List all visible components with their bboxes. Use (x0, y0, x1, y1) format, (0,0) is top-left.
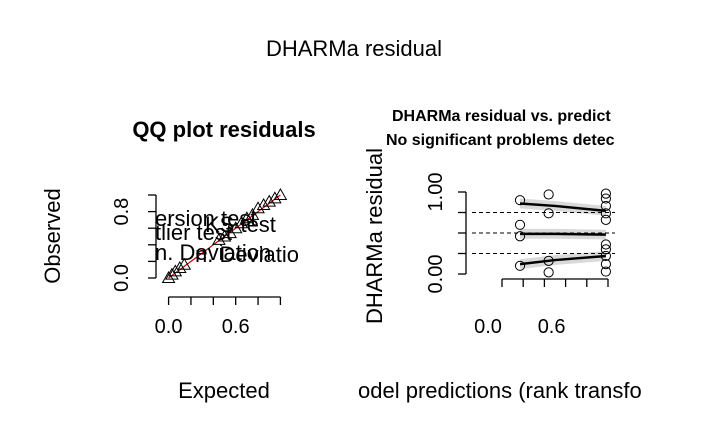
residual-x-tick-label-1: 0.6 (538, 316, 566, 338)
residual-point-8 (600, 266, 611, 277)
residual-point-16 (600, 193, 611, 204)
qq-x-tick-label-0: 0.0 (155, 316, 183, 338)
qq-point-3 (172, 261, 187, 274)
residual-point-7 (543, 189, 554, 200)
residual-x-axis: 0.0 0.6 (474, 278, 609, 338)
qq-point-15 (267, 191, 282, 204)
residual-y-tick-label-0: 0.00 (425, 255, 447, 294)
qq-ylabel: Observed (40, 188, 65, 283)
qq-point-13 (256, 197, 271, 210)
qq-point-10 (240, 211, 254, 224)
residual-y-tick-label-1: 1.00 (425, 173, 447, 212)
residual-title: DHARMa residual vs. predict (392, 108, 611, 125)
qq-point-6 (217, 229, 232, 242)
qq-overlay-deviation-2: n. Deviatio (195, 242, 299, 267)
qq-point-14 (262, 194, 277, 207)
qq-point-5 (212, 232, 226, 245)
residual-point-1 (514, 231, 526, 242)
qq-x-tick-label-1: 0.6 (222, 316, 250, 338)
qq-overlay-ks: KS test (205, 212, 276, 237)
residual-point-12 (600, 239, 611, 250)
qq-point-4 (177, 257, 192, 270)
qq-point-1 (165, 267, 179, 280)
figure-title: DHARMa residual (266, 36, 442, 61)
residual-x-tick-label-0: 0.0 (474, 316, 502, 338)
residual-quantile-curve-2 (519, 254, 606, 266)
qq-panel: QQ plot residuals Expected Observed 0.00… (40, 117, 316, 403)
residual-quantile-curve-1 (520, 232, 606, 236)
residual-ylabel: DHARMa residual (362, 148, 387, 324)
residual-xlabel: odel predictions (rank transfo (358, 378, 642, 403)
residual-point-10 (600, 250, 611, 262)
qq-y-tick-label-0: 0.0 (111, 264, 133, 292)
residual-point-11 (600, 244, 611, 255)
qq-point-2 (168, 264, 183, 277)
residual-point-9 (600, 259, 611, 270)
qq-point-12 (251, 201, 265, 214)
qq-overlay-deviation-1: n. Deviation (155, 240, 271, 265)
residual-points (514, 188, 611, 278)
residual-panel: DHARMa residual vs. predict No significa… (358, 108, 642, 403)
qq-overlay-text: ersion test KS test tlier test n. Deviat… (155, 206, 299, 267)
residual-y-axis: 0.00 1.00 (425, 173, 467, 294)
qq-point-16 (273, 187, 288, 200)
qq-x-axis: 0.0 0.6 (155, 296, 282, 338)
residual-quantile-curves (519, 202, 607, 266)
residual-point-5 (543, 267, 554, 278)
residual-point-0 (514, 260, 526, 271)
residual-point-15 (600, 200, 611, 212)
residual-point-14 (600, 208, 611, 219)
residual-point-6 (543, 208, 554, 219)
qq-overlay-dispersion: ersion test (155, 206, 257, 231)
residual-point-4 (543, 255, 554, 266)
qq-xlabel: Expected (178, 378, 270, 403)
qq-y-axis: 0.0 0.8 (111, 194, 157, 292)
residual-subtitle: No significant problems detec (386, 132, 615, 149)
residual-quantile-curve-0 (519, 202, 607, 213)
qq-point-0 (161, 270, 176, 283)
qq-point-11 (245, 207, 260, 220)
residual-point-3 (514, 195, 526, 206)
residual-point-13 (600, 214, 611, 225)
qq-title: QQ plot residuals (132, 117, 315, 142)
qq-overlay-outlier: tlier test (155, 220, 232, 245)
qq-points (161, 187, 288, 283)
residual-point-17 (600, 188, 611, 199)
residual-point-2 (514, 219, 526, 230)
qq-y-tick-label-1: 0.8 (111, 198, 133, 226)
